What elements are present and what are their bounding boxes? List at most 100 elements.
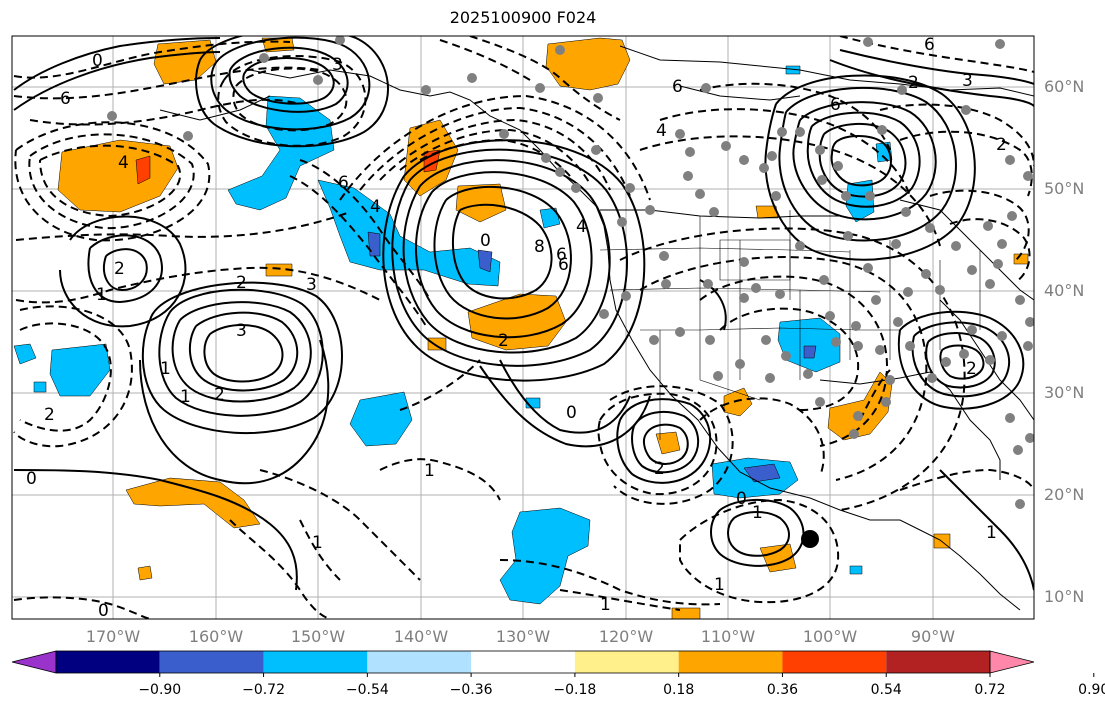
shade-orange [125,477,261,529]
lon-label: 100°W [802,627,858,646]
colorbar-segment [263,651,368,673]
contour-label-group: 0 6 3 4 2 6 1 3 4 2 1 3 2 1 2 0 1 1 0 6 … [26,35,1007,621]
lon-label: 160°W [188,627,244,646]
contour-label: 6 [924,35,935,55]
lat-label: 60°N [1044,77,1085,96]
colorbar-tick-label: 0.54 [870,682,902,698]
contour-label: 1 [180,387,191,407]
contour-label: 1 [312,533,323,553]
map-title: 2025100900 F024 [449,8,597,27]
contour-label: 6 [558,255,569,275]
colorbar-segment [782,651,887,673]
contour-label: 0 [736,489,747,509]
shade-orange [755,205,779,219]
shade-blue [777,317,841,373]
contour-label: 4 [370,197,381,217]
contour-label: 1 [714,575,725,595]
colorbar-tick-label: −0.36 [449,682,493,698]
plot-frame [11,35,1035,620]
lon-label: 130°W [495,627,551,646]
contour-label: 3 [332,55,343,75]
contour-label: 3 [962,71,973,91]
contour-label: 0 [92,51,103,71]
shaded-fields [13,37,1029,619]
colorbar-segment [471,651,575,673]
shade-blue [849,565,863,575]
lon-label: 90°W [910,627,956,646]
colorbar-extend-low [11,650,57,674]
colorbar-segment [886,651,990,673]
contour-label: 2 [996,135,1007,155]
contour-label: 2 [236,273,247,293]
colorbar-segment [574,651,679,673]
shade-blue [33,381,47,393]
contour-label: 6 [556,245,567,265]
lat-label: 50°N [1044,179,1085,198]
contour-label: 8 [534,237,545,257]
colorbar-segment [159,651,264,673]
colorbar [11,650,1095,677]
colorbar-tick-label: −0.90 [138,682,182,698]
colorbar-frame [55,650,991,674]
lon-label: 120°W [598,627,654,646]
shade-orange [137,565,153,581]
location-marker [801,530,819,548]
colorbar-tick-label: 0.72 [974,682,1006,698]
lon-label: 110°W [700,627,756,646]
colorbar-segment [56,651,160,673]
shade-blue [227,95,335,211]
lat-label: 10°N [1044,587,1085,606]
contour-label: 3 [306,275,317,295]
contour-label: 6 [830,95,841,115]
lon-label: 170°W [85,627,141,646]
colorbar-segment [367,651,472,673]
contour-label: 4 [656,121,667,141]
colorbar-tick-label: 0.90 [1078,682,1105,698]
shade-blue [539,207,561,229]
shade-blue [49,343,111,397]
shade-blue [785,65,801,75]
contour-label: 0 [566,403,577,423]
contour-label: 3 [236,321,247,341]
contour-label: 1 [986,523,997,543]
contour-label: 0 [480,231,491,251]
lon-label: 140°W [393,627,449,646]
contour-label: 0 [98,601,109,621]
shade-orange [827,371,893,441]
lat-label: 40°N [1044,281,1085,300]
contour-label: 6 [60,89,71,109]
shade-orange [455,183,507,223]
shade-blue [845,179,875,223]
contour-label: 6 [672,77,683,97]
shade-red [135,155,151,185]
contour-label: 6 [338,173,349,193]
shade-darkblue [367,231,381,257]
colorbar-tick-label: −0.18 [553,682,597,698]
contour-label: 1 [424,461,435,481]
colorbar-tick-label: 0.18 [663,682,695,698]
positive-contours [13,36,1034,591]
contour-label: 1 [600,595,611,615]
shade-darkblue [477,249,493,273]
shade-orange [655,431,681,455]
contour-label: 2 [114,259,125,279]
contour-label: 2 [44,405,55,425]
lat-label: 20°N [1044,485,1085,504]
shade-blue [349,391,413,447]
lat-label: 30°N [1044,383,1085,402]
coastlines [159,45,1034,611]
colorbar-tick-label: 0.36 [766,682,799,698]
contour-label: 4 [576,217,587,237]
contour-label: 1 [96,285,107,305]
colorbar-extend-high [989,650,1035,674]
shade-blue [499,507,591,605]
colorbar-segment [678,651,783,673]
contour-label: 1 [160,359,171,379]
contour-label: 2 [908,73,919,93]
colorbar-tick-label: −0.72 [242,682,285,698]
contour-label: 4 [118,153,129,173]
shade-blue [13,343,37,365]
contour-label: 0 [26,469,37,489]
lon-label: 150°W [290,627,346,646]
